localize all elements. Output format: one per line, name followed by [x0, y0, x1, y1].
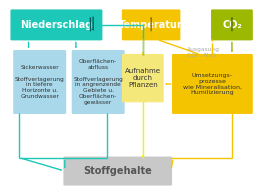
Text: Stoffgehalte: Stoffgehalte [83, 166, 152, 176]
Text: Ausgasung
CO₂ , N₂O: Ausgasung CO₂ , N₂O [187, 47, 220, 57]
FancyBboxPatch shape [13, 50, 66, 114]
FancyBboxPatch shape [10, 9, 102, 40]
Text: Niederschlag: Niederschlag [20, 20, 93, 30]
FancyBboxPatch shape [122, 54, 164, 102]
Text: Umsetzungs-
prozesse
wie Mineralisation,
Humilizierung: Umsetzungs- prozesse wie Mineralisation,… [183, 73, 242, 95]
FancyBboxPatch shape [63, 157, 172, 186]
Text: CO₂: CO₂ [222, 20, 242, 30]
Text: Sickerwasser

Stoffverlagerung
in tiefere
Horizonte u.
Grundwasser: Sickerwasser Stoffverlagerung in tiefere… [15, 65, 65, 99]
Text: Aufnahme
durch
Pflanzen: Aufnahme durch Pflanzen [125, 68, 161, 88]
Text: Oberflächen-
abfluss

Stoffverlagerung
in angrenzende
Gebiete u.
Oberflächen-
ge: Oberflächen- abfluss Stoffverlagerung in… [73, 59, 123, 105]
FancyBboxPatch shape [172, 54, 253, 114]
Text: Temperatur: Temperatur [119, 20, 183, 30]
FancyBboxPatch shape [122, 9, 180, 40]
FancyBboxPatch shape [211, 9, 253, 40]
FancyBboxPatch shape [72, 50, 125, 114]
